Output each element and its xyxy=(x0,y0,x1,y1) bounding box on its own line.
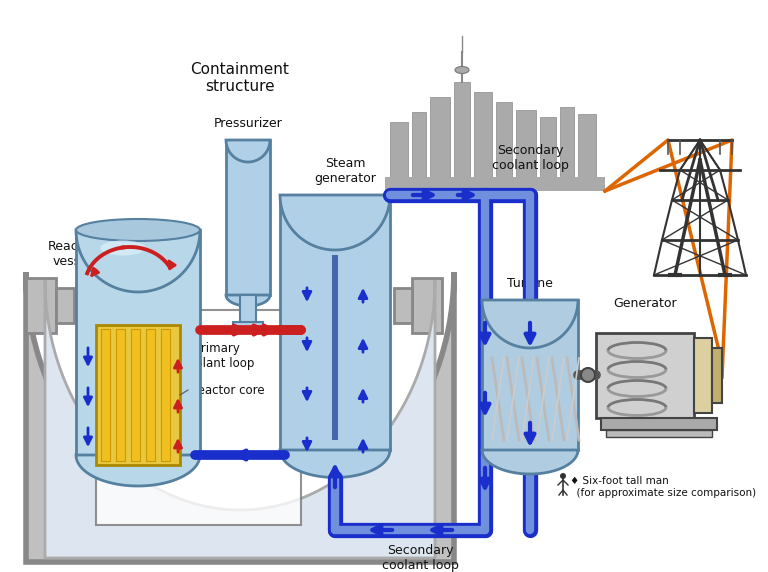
Text: Secondary
coolant loop: Secondary coolant loop xyxy=(382,544,458,572)
Text: Reactor core: Reactor core xyxy=(190,383,265,396)
Polygon shape xyxy=(280,450,390,478)
Polygon shape xyxy=(226,295,270,306)
Bar xyxy=(560,107,574,177)
Bar xyxy=(76,230,200,455)
Text: Generator: Generator xyxy=(613,297,677,310)
Bar xyxy=(578,114,596,177)
Polygon shape xyxy=(26,272,454,562)
Polygon shape xyxy=(76,455,200,486)
Bar xyxy=(146,329,155,461)
Text: ♦ Six-foot tall man
  (for approximate size comparison): ♦ Six-foot tall man (for approximate siz… xyxy=(570,476,756,498)
Ellipse shape xyxy=(76,219,200,241)
Text: Steam
generator: Steam generator xyxy=(314,157,376,185)
Polygon shape xyxy=(280,195,390,250)
Bar xyxy=(161,329,170,461)
Text: Primary
coolant loop: Primary coolant loop xyxy=(182,342,254,370)
Bar xyxy=(496,102,512,177)
Polygon shape xyxy=(482,450,578,474)
Bar xyxy=(606,430,712,436)
Bar xyxy=(394,288,412,323)
Text: Secondary
coolant loop: Secondary coolant loop xyxy=(492,144,568,172)
Text: Containment
structure: Containment structure xyxy=(190,62,290,94)
Bar xyxy=(226,140,270,295)
Bar xyxy=(540,117,556,177)
Bar xyxy=(233,322,263,331)
Bar xyxy=(131,329,140,461)
Bar xyxy=(96,310,301,525)
Bar xyxy=(430,97,450,177)
Circle shape xyxy=(581,368,595,382)
Bar xyxy=(390,122,408,177)
Polygon shape xyxy=(482,300,578,348)
Bar xyxy=(412,278,442,333)
Text: Pressurizer: Pressurizer xyxy=(214,117,283,130)
Bar xyxy=(412,112,426,177)
Text: Turbine: Turbine xyxy=(507,277,553,290)
Bar xyxy=(454,82,470,177)
Bar xyxy=(712,348,722,403)
Bar xyxy=(116,329,125,461)
Bar xyxy=(482,300,578,450)
Text: Reactor
vessel: Reactor vessel xyxy=(48,240,96,268)
Bar xyxy=(385,177,605,191)
Bar xyxy=(280,195,390,450)
Bar xyxy=(101,329,110,461)
Bar xyxy=(596,332,694,418)
Bar xyxy=(96,325,180,465)
Polygon shape xyxy=(45,280,435,558)
Bar xyxy=(601,418,717,430)
Bar xyxy=(516,110,536,177)
Bar xyxy=(240,295,256,325)
Bar xyxy=(474,92,492,177)
Polygon shape xyxy=(76,230,200,292)
Ellipse shape xyxy=(455,66,469,73)
Circle shape xyxy=(560,473,566,479)
Ellipse shape xyxy=(101,240,145,256)
Bar xyxy=(694,337,712,412)
Bar xyxy=(26,278,56,333)
Bar xyxy=(56,288,74,323)
Bar xyxy=(332,255,338,440)
Polygon shape xyxy=(226,140,270,162)
